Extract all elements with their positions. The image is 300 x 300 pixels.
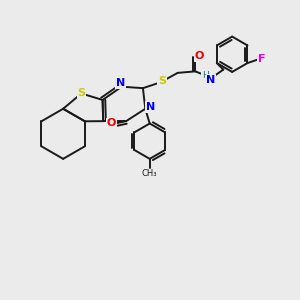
Text: S: S — [77, 88, 86, 98]
Text: O: O — [195, 51, 204, 61]
Text: O: O — [107, 118, 116, 128]
Text: N: N — [116, 78, 125, 88]
Text: S: S — [158, 76, 166, 86]
Text: N: N — [146, 102, 155, 112]
Text: H: H — [202, 71, 208, 80]
Text: CH₃: CH₃ — [142, 169, 158, 178]
Text: N: N — [206, 75, 216, 85]
Text: F: F — [257, 54, 265, 64]
